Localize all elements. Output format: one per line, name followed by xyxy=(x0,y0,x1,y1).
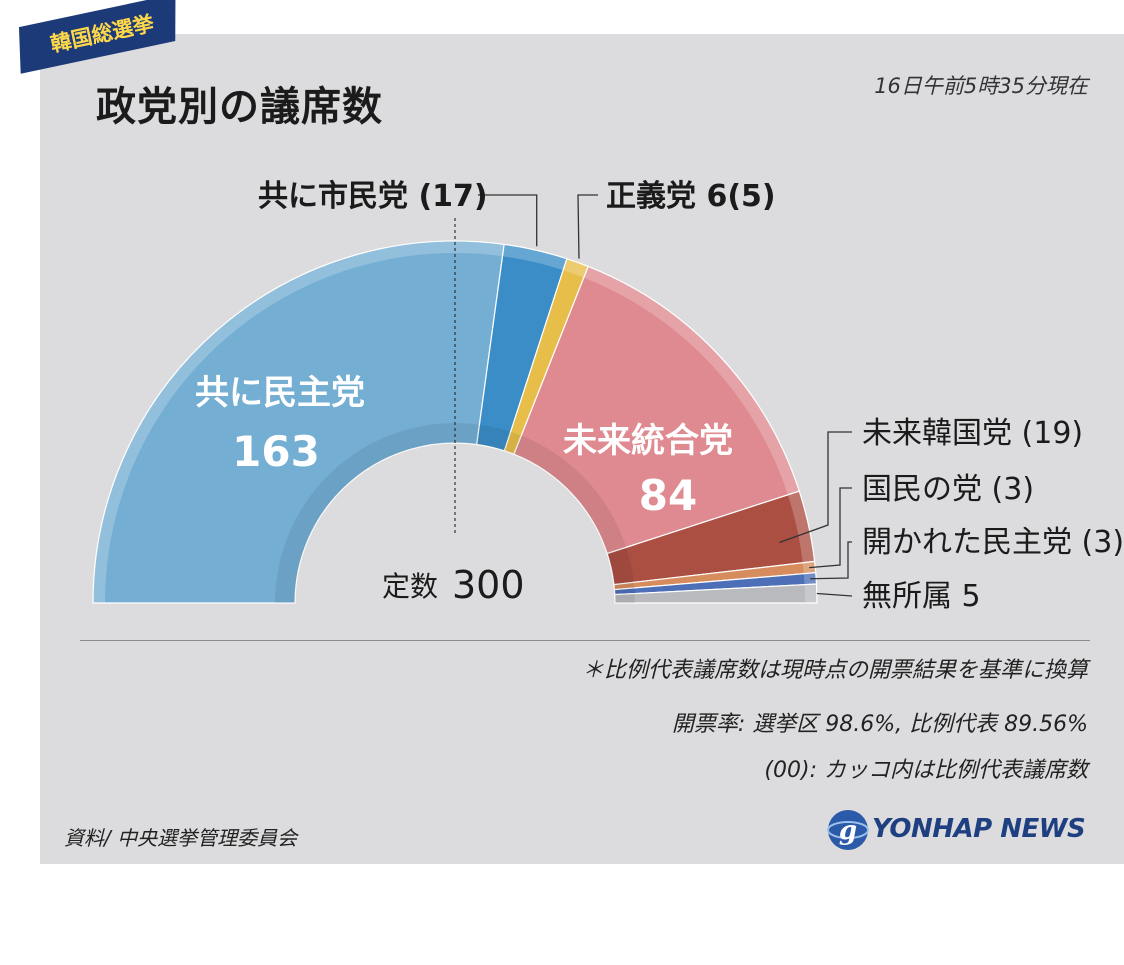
label-tonghap-value: 84 xyxy=(639,471,697,520)
timestamp: 16日午前5時35分現在 xyxy=(874,74,1088,98)
segment-highlight-5 xyxy=(802,561,816,574)
label-jeongui: 正義党 6(5) xyxy=(606,179,776,214)
label-minjoo-name: 共に民主党 xyxy=(195,373,365,413)
total-label: 定数 xyxy=(382,570,438,603)
label-independent: 無所属 5 xyxy=(862,579,981,614)
note-counting-rate: 開票率: 選挙区 98.6%, 比例代表 89.56% xyxy=(671,712,1088,737)
divider xyxy=(80,640,1090,641)
label-tonghap-name: 未来統合党 xyxy=(563,421,733,461)
leader-gukmin xyxy=(809,487,852,569)
note-parenthesis: (00): カッコ内は比例代表議席数 xyxy=(764,758,1088,783)
segment-highlight-7 xyxy=(804,584,817,603)
seat-segment-3 xyxy=(513,265,801,555)
logo-text: YONHAP NEWS xyxy=(872,814,1086,844)
leader-yeollin xyxy=(810,541,852,580)
total-value: 300 xyxy=(452,563,525,607)
label-gukmin: 国民の党 (3) xyxy=(862,472,1034,507)
source-credit: 資料/ 中央選挙管理委員会 xyxy=(64,826,298,850)
segment-highlight-1 xyxy=(502,244,567,271)
yonhap-globe-icon: g xyxy=(827,810,869,850)
segment-highlight-4 xyxy=(787,491,815,563)
leader-simin xyxy=(478,194,538,247)
seat-segment-0 xyxy=(92,240,505,604)
leader-hanguk xyxy=(779,431,852,544)
label-minjoo-value: 163 xyxy=(232,427,320,476)
svg-text:g: g xyxy=(839,816,857,846)
segment-highlight-2 xyxy=(563,258,589,278)
leader-independent xyxy=(816,592,853,597)
label-hanguk: 未来韓国党 (19) xyxy=(862,416,1083,451)
inner-ring-overlay xyxy=(275,422,635,603)
note-proportional: ＊比例代表議席数は現時点の開票結果を基準に換算 xyxy=(581,658,1088,683)
yonhap-logo: g YONHAP NEWS xyxy=(826,808,1116,852)
tag-ribbon xyxy=(18,0,176,74)
label-yeollin: 開かれた民主党 (3) xyxy=(862,525,1124,560)
label-simin: 共に市民党 (17) xyxy=(258,179,488,214)
seat-segment-7 xyxy=(614,583,818,604)
page-title: 政党別の議席数 xyxy=(96,84,383,130)
leader-jeongui xyxy=(577,194,598,259)
segment-highlight-6 xyxy=(803,572,817,585)
category-tag: 韓国総選挙 xyxy=(10,0,194,80)
